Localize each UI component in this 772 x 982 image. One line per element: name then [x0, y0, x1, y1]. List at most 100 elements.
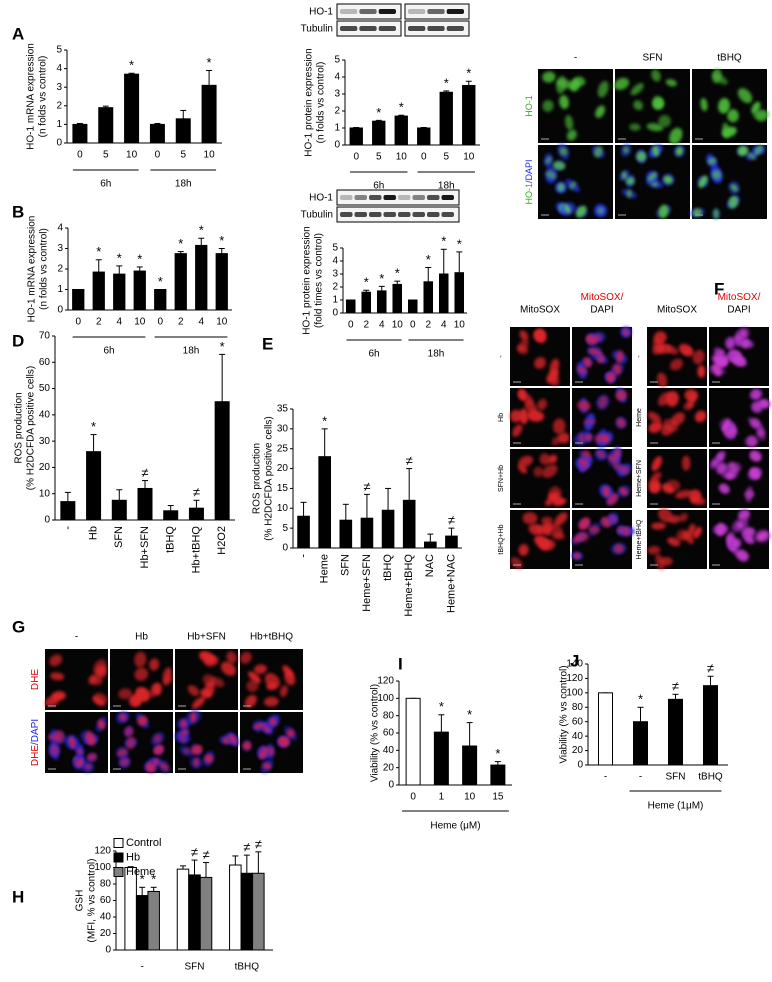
cell: [94, 692, 108, 705]
blot-band: [369, 212, 382, 217]
y-tick-label: 1: [56, 119, 62, 130]
cell: [614, 544, 624, 554]
row-label: DHE/DAPI: [30, 719, 41, 766]
blot-band: [340, 195, 353, 200]
column-header: MitoSOX/: [581, 292, 624, 303]
y-axis-label: (n folds vs control): [316, 62, 327, 144]
cell: [728, 195, 739, 209]
y-axis-label: HO-1 protein expression: [304, 48, 315, 156]
cell: [667, 537, 681, 547]
cell: [534, 535, 551, 549]
x-tick-label: SFN: [666, 772, 686, 783]
y-tick-label: 25: [277, 443, 289, 454]
cell: [220, 661, 236, 676]
x-tick-label: SFN: [185, 962, 205, 973]
group-label: 18h: [438, 181, 455, 192]
significance-marker: *: [178, 236, 183, 251]
group-label: 18h: [183, 346, 200, 357]
x-tick-label: SFN: [113, 526, 125, 548]
bar: [633, 721, 648, 766]
cell: [49, 654, 63, 667]
cell: [727, 338, 734, 349]
column-header: MitoSOX/: [718, 292, 761, 303]
significance-marker: *: [376, 105, 381, 120]
y-tick-label: 120: [566, 673, 583, 684]
cell: [732, 539, 740, 547]
significance-marker: ≠: [193, 485, 200, 500]
y-tick-label: 100: [94, 862, 111, 873]
bar: [72, 123, 88, 144]
cell: [593, 146, 603, 158]
significance-marker: *: [137, 251, 142, 266]
cell: [88, 674, 97, 685]
y-tick-label: 10: [39, 488, 51, 499]
y-tick-label: 0: [105, 945, 111, 956]
y-axis-label: (n folds vs control): [39, 228, 50, 310]
blot-band: [398, 212, 411, 217]
cell: [713, 208, 720, 220]
cell: [585, 334, 598, 345]
cell: [259, 747, 269, 759]
cell: [750, 450, 762, 462]
row-label-part: HO-1: [524, 95, 534, 117]
cell: [697, 365, 706, 378]
cell: [658, 392, 672, 406]
bar: [381, 509, 395, 549]
significance-marker: *: [199, 223, 204, 238]
cell: [266, 682, 277, 691]
cell: [732, 354, 746, 367]
x-tick-label: 5: [103, 150, 109, 161]
cell: [45, 696, 59, 707]
cell: [711, 169, 722, 180]
cell: [95, 665, 108, 678]
cell: [651, 456, 663, 472]
cell: [754, 144, 764, 156]
x-tick-label: 5: [376, 152, 382, 163]
x-tick-label: SFN: [340, 554, 352, 576]
y-tick-label: 2: [56, 100, 62, 111]
cell: [588, 348, 602, 355]
row-label: -: [498, 355, 505, 358]
significance-marker: *: [129, 58, 134, 73]
cell: [246, 679, 259, 693]
cell: [736, 521, 744, 529]
bar: [163, 510, 179, 521]
cell: [717, 463, 726, 474]
legend-swatch: [113, 867, 124, 877]
y-tick-label: 3: [334, 89, 340, 100]
cell: [744, 490, 755, 498]
cell: [253, 723, 265, 730]
bar: [124, 867, 137, 951]
y-axis-label: HO-1 protein expression: [302, 226, 313, 334]
group-label: 6h: [368, 349, 379, 360]
cell: [601, 516, 611, 528]
cell: [548, 486, 562, 501]
y-tick-label: 60: [572, 716, 584, 727]
cell: [542, 464, 558, 478]
y-tick-label: 80: [383, 710, 395, 721]
y-tick-label: 0: [388, 780, 394, 791]
bar: [433, 731, 449, 786]
x-tick-label: 15: [492, 792, 504, 803]
cell: [123, 726, 134, 737]
y-tick-label: 60: [39, 357, 51, 368]
bar: [345, 299, 356, 314]
cell: [134, 651, 147, 668]
cell: [669, 358, 683, 371]
cell: [282, 665, 294, 678]
significance-marker: *: [495, 746, 500, 761]
significance-marker: *: [441, 234, 446, 249]
y-axis-label: Viability (% vs control): [370, 684, 381, 782]
row-label: SFN+Hb: [498, 465, 505, 492]
cell: [630, 83, 644, 96]
significance-marker: ≠: [191, 845, 198, 860]
bar: [215, 253, 228, 311]
x-tick-label: 10: [216, 317, 228, 328]
blot-band: [412, 195, 425, 200]
cell: [593, 434, 607, 443]
bar: [176, 868, 190, 951]
x-tick-label: -: [297, 554, 309, 558]
bar: [92, 271, 105, 311]
significance-marker: ≠: [141, 465, 148, 480]
